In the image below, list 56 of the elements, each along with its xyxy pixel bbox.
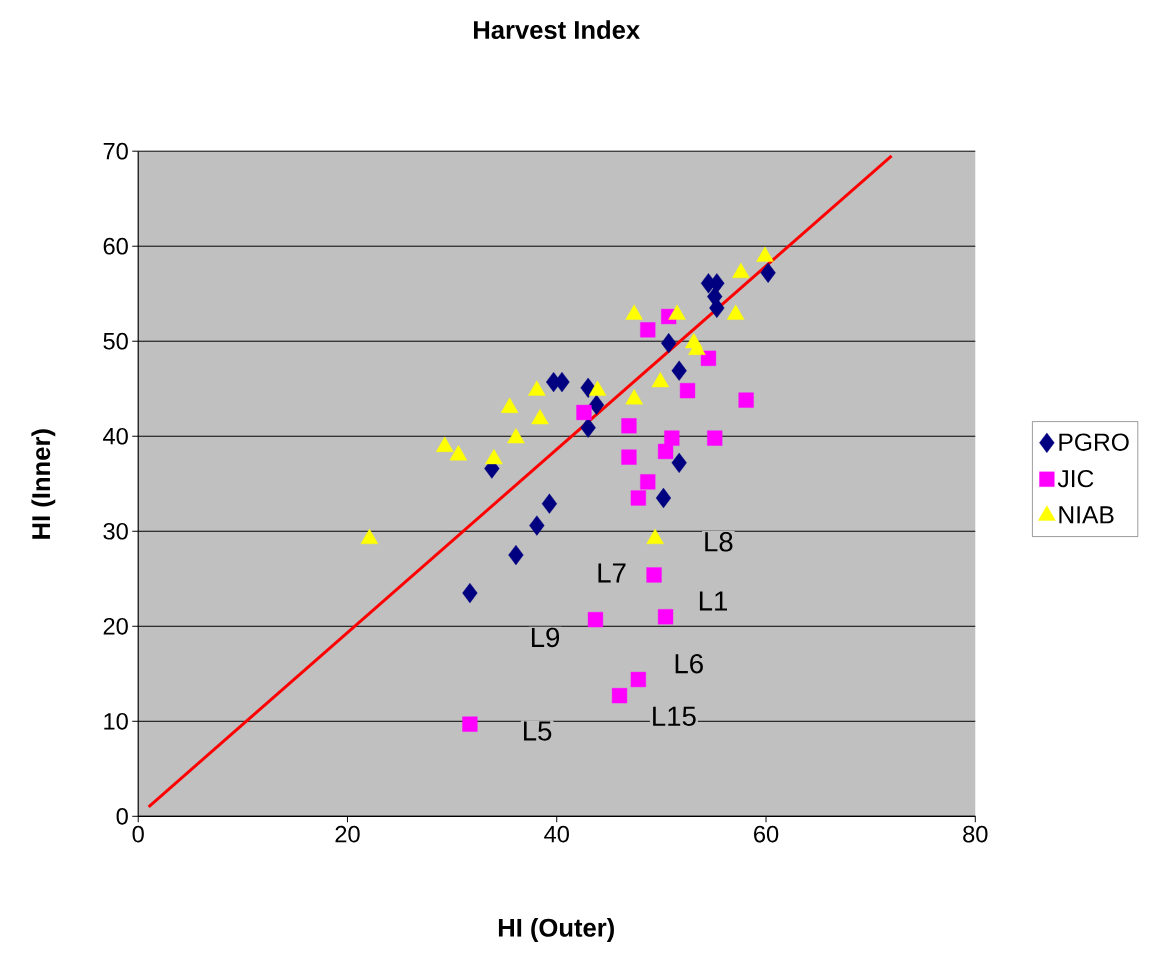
- x-tick-label: 40: [544, 825, 569, 843]
- legend-label: JIC: [1057, 470, 1094, 488]
- point: [657, 609, 674, 625]
- y-axis-title: HI (Inner): [31, 429, 56, 539]
- y-tick-label: 20: [103, 618, 128, 635]
- point: [630, 672, 646, 688]
- point: [655, 488, 672, 509]
- y-tick-label: 70: [103, 143, 128, 160]
- point: [462, 716, 478, 732]
- x-tick-label: 80: [963, 825, 988, 843]
- point: [640, 322, 656, 338]
- point: [611, 688, 628, 704]
- y-tick-label: 40: [103, 428, 128, 445]
- point: [587, 612, 604, 628]
- point: [588, 394, 605, 416]
- legend-label: NIAB: [1059, 506, 1114, 524]
- x-axis-title: HI (Outer): [498, 918, 614, 943]
- annotation: L6: [675, 654, 703, 674]
- point: [621, 418, 637, 434]
- point: [679, 383, 696, 399]
- point: [738, 392, 754, 408]
- x-tick-label: 0: [132, 825, 144, 843]
- point: [760, 262, 776, 284]
- y-tick-label: 30: [103, 523, 128, 540]
- x-tick-label: 20: [335, 825, 360, 843]
- point: [646, 567, 662, 583]
- chart-title: Harvest Index: [474, 20, 640, 40]
- point: [671, 452, 687, 474]
- annotation: L1: [699, 591, 727, 611]
- point: [671, 360, 687, 381]
- x-tick-label: 60: [754, 825, 779, 843]
- point: [529, 515, 545, 536]
- point: [664, 430, 680, 446]
- legend-label: PGRO: [1059, 433, 1129, 452]
- point: [508, 545, 524, 566]
- point: [554, 372, 570, 393]
- annotation: L5: [524, 721, 552, 741]
- point: [541, 493, 558, 514]
- annotation: L9: [531, 627, 560, 648]
- point: [709, 298, 725, 319]
- point: [462, 583, 478, 604]
- point: [640, 474, 656, 490]
- annotation: L7: [598, 563, 626, 583]
- annotation: L8: [705, 532, 733, 552]
- point: [657, 444, 674, 460]
- point: [700, 350, 717, 367]
- annotation: L15: [653, 706, 696, 727]
- y-tick-label: 10: [104, 713, 128, 730]
- point: [621, 449, 637, 465]
- point: [630, 490, 646, 506]
- point: [576, 405, 592, 421]
- y-tick-label: 0: [116, 808, 128, 825]
- point: [661, 333, 677, 354]
- y-tick-label: 60: [103, 238, 128, 255]
- y-tick-label: 50: [103, 333, 128, 350]
- point: [707, 430, 723, 446]
